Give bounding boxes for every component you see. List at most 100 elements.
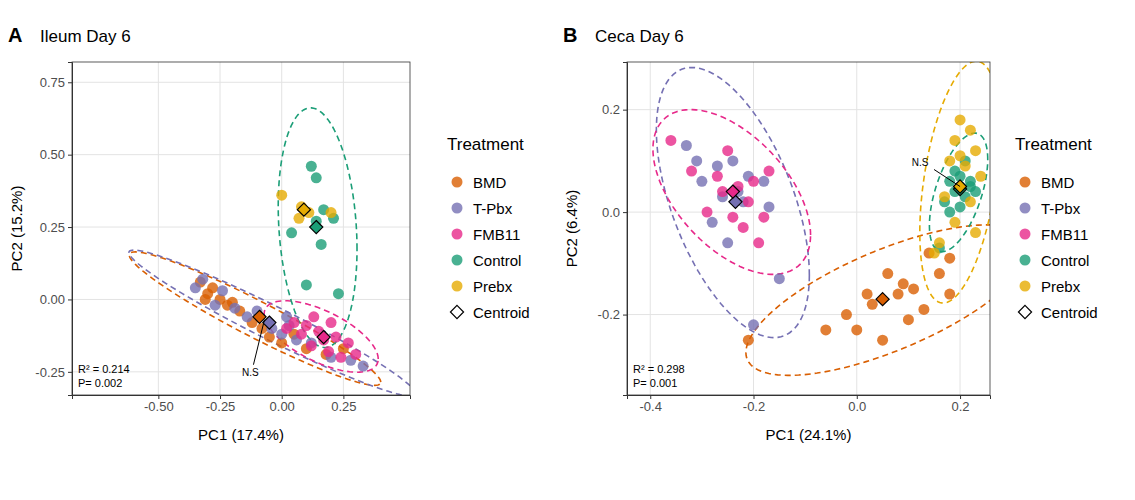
x-tick-label: 0.2 [952,399,970,414]
x-tick-label: 0.00 [270,399,295,414]
y-tick: 0.75 [40,75,72,90]
series-points [195,277,349,360]
y-grid-line [72,82,410,83]
y-tick: -0.25 [35,364,72,379]
point [707,217,718,228]
point [242,311,253,322]
figure: -0.50-0.250.000.25-0.250.000.250.500.75A… [0,0,1135,500]
annotation-text: N.S [912,157,929,168]
point [908,283,919,294]
point [743,196,754,207]
series-points [934,155,981,253]
stat-text: P= 0.001 [633,377,677,389]
point [229,303,240,314]
point [308,311,319,322]
x-tick-label: 0.25 [331,399,356,414]
y-tick-mark [623,212,627,213]
point [944,155,955,166]
x-tick: 0.0 [848,395,866,414]
point [691,155,702,166]
y-grid-line [72,154,410,155]
series-points [276,190,336,224]
point [311,172,322,183]
series-points [665,135,774,248]
point [190,282,201,293]
legend-symbol [452,281,463,292]
point [276,190,287,201]
point [197,274,208,285]
y-tick-label: 0.0 [602,205,620,220]
annotation-line [253,320,264,365]
y-tick-mark [68,227,72,228]
point [949,217,960,228]
point [918,304,929,315]
title: Ileum Day 6 [40,27,131,46]
x-axis-title: PC1 (24.1%) [766,426,852,443]
grid [72,62,410,395]
legend-symbol [1018,305,1031,318]
y-tick-label: 0.25 [40,220,65,235]
point [820,324,831,335]
point [665,135,676,146]
y-grid-line [72,299,410,300]
point [702,207,713,218]
point [326,207,337,218]
point [758,212,769,223]
x-tick: -0.2 [743,395,765,414]
plot-background [72,62,410,395]
legend-label: T-Pbx [473,200,513,217]
panel-label: B [563,24,577,46]
legend: TreatmentBMDT-PbxFMB11ControlPrebxCentro… [1015,135,1098,321]
y-tick: -0.2 [598,307,627,322]
point [343,337,354,348]
annotation-text: N.S [242,367,259,378]
x-tick: -0.25 [206,395,236,414]
y-tick-label: 0.2 [602,102,620,117]
x-tick-label: -0.4 [640,399,662,414]
y-grid-line [627,314,990,315]
point [330,332,341,343]
legend-symbol [1020,281,1031,292]
y-tick-label: -0.2 [598,307,620,322]
legend-label: Prebx [473,278,513,295]
y-grid-line [72,227,410,228]
legend-symbol [1020,229,1031,240]
point [851,324,862,335]
legend: TreatmentBMDT-PbxFMB11ControlPrebxCentro… [447,135,530,321]
point [934,237,945,248]
centroid [317,331,330,344]
x-grid-line [158,62,159,395]
annotation-line [934,169,960,186]
ellipse [929,133,987,251]
point [333,288,344,299]
point [903,314,914,325]
point [763,166,774,177]
point [335,352,346,363]
point [774,273,785,284]
y-tick-label: -0.25 [35,364,65,379]
legend-label: Centroid [473,304,530,321]
point [841,309,852,320]
point [748,176,759,187]
ellipse [653,110,811,275]
ellipse [278,108,357,348]
legend-label: Control [473,252,521,269]
point [727,212,738,223]
point [681,140,692,151]
centroid [876,293,889,306]
point [944,289,955,300]
point [955,150,966,161]
centroid [263,316,276,329]
x-tick: 0.2 [952,395,970,414]
point [217,285,228,296]
panel-label: A [8,24,22,46]
point [758,176,769,187]
legend-symbol [452,255,463,266]
point [306,340,317,351]
series-points [743,248,955,346]
point [686,166,697,177]
stat-text: P= 0.002 [78,377,122,389]
point [727,155,738,166]
y-tick: 0.0 [602,205,627,220]
y-tick: 0.2 [602,102,627,117]
